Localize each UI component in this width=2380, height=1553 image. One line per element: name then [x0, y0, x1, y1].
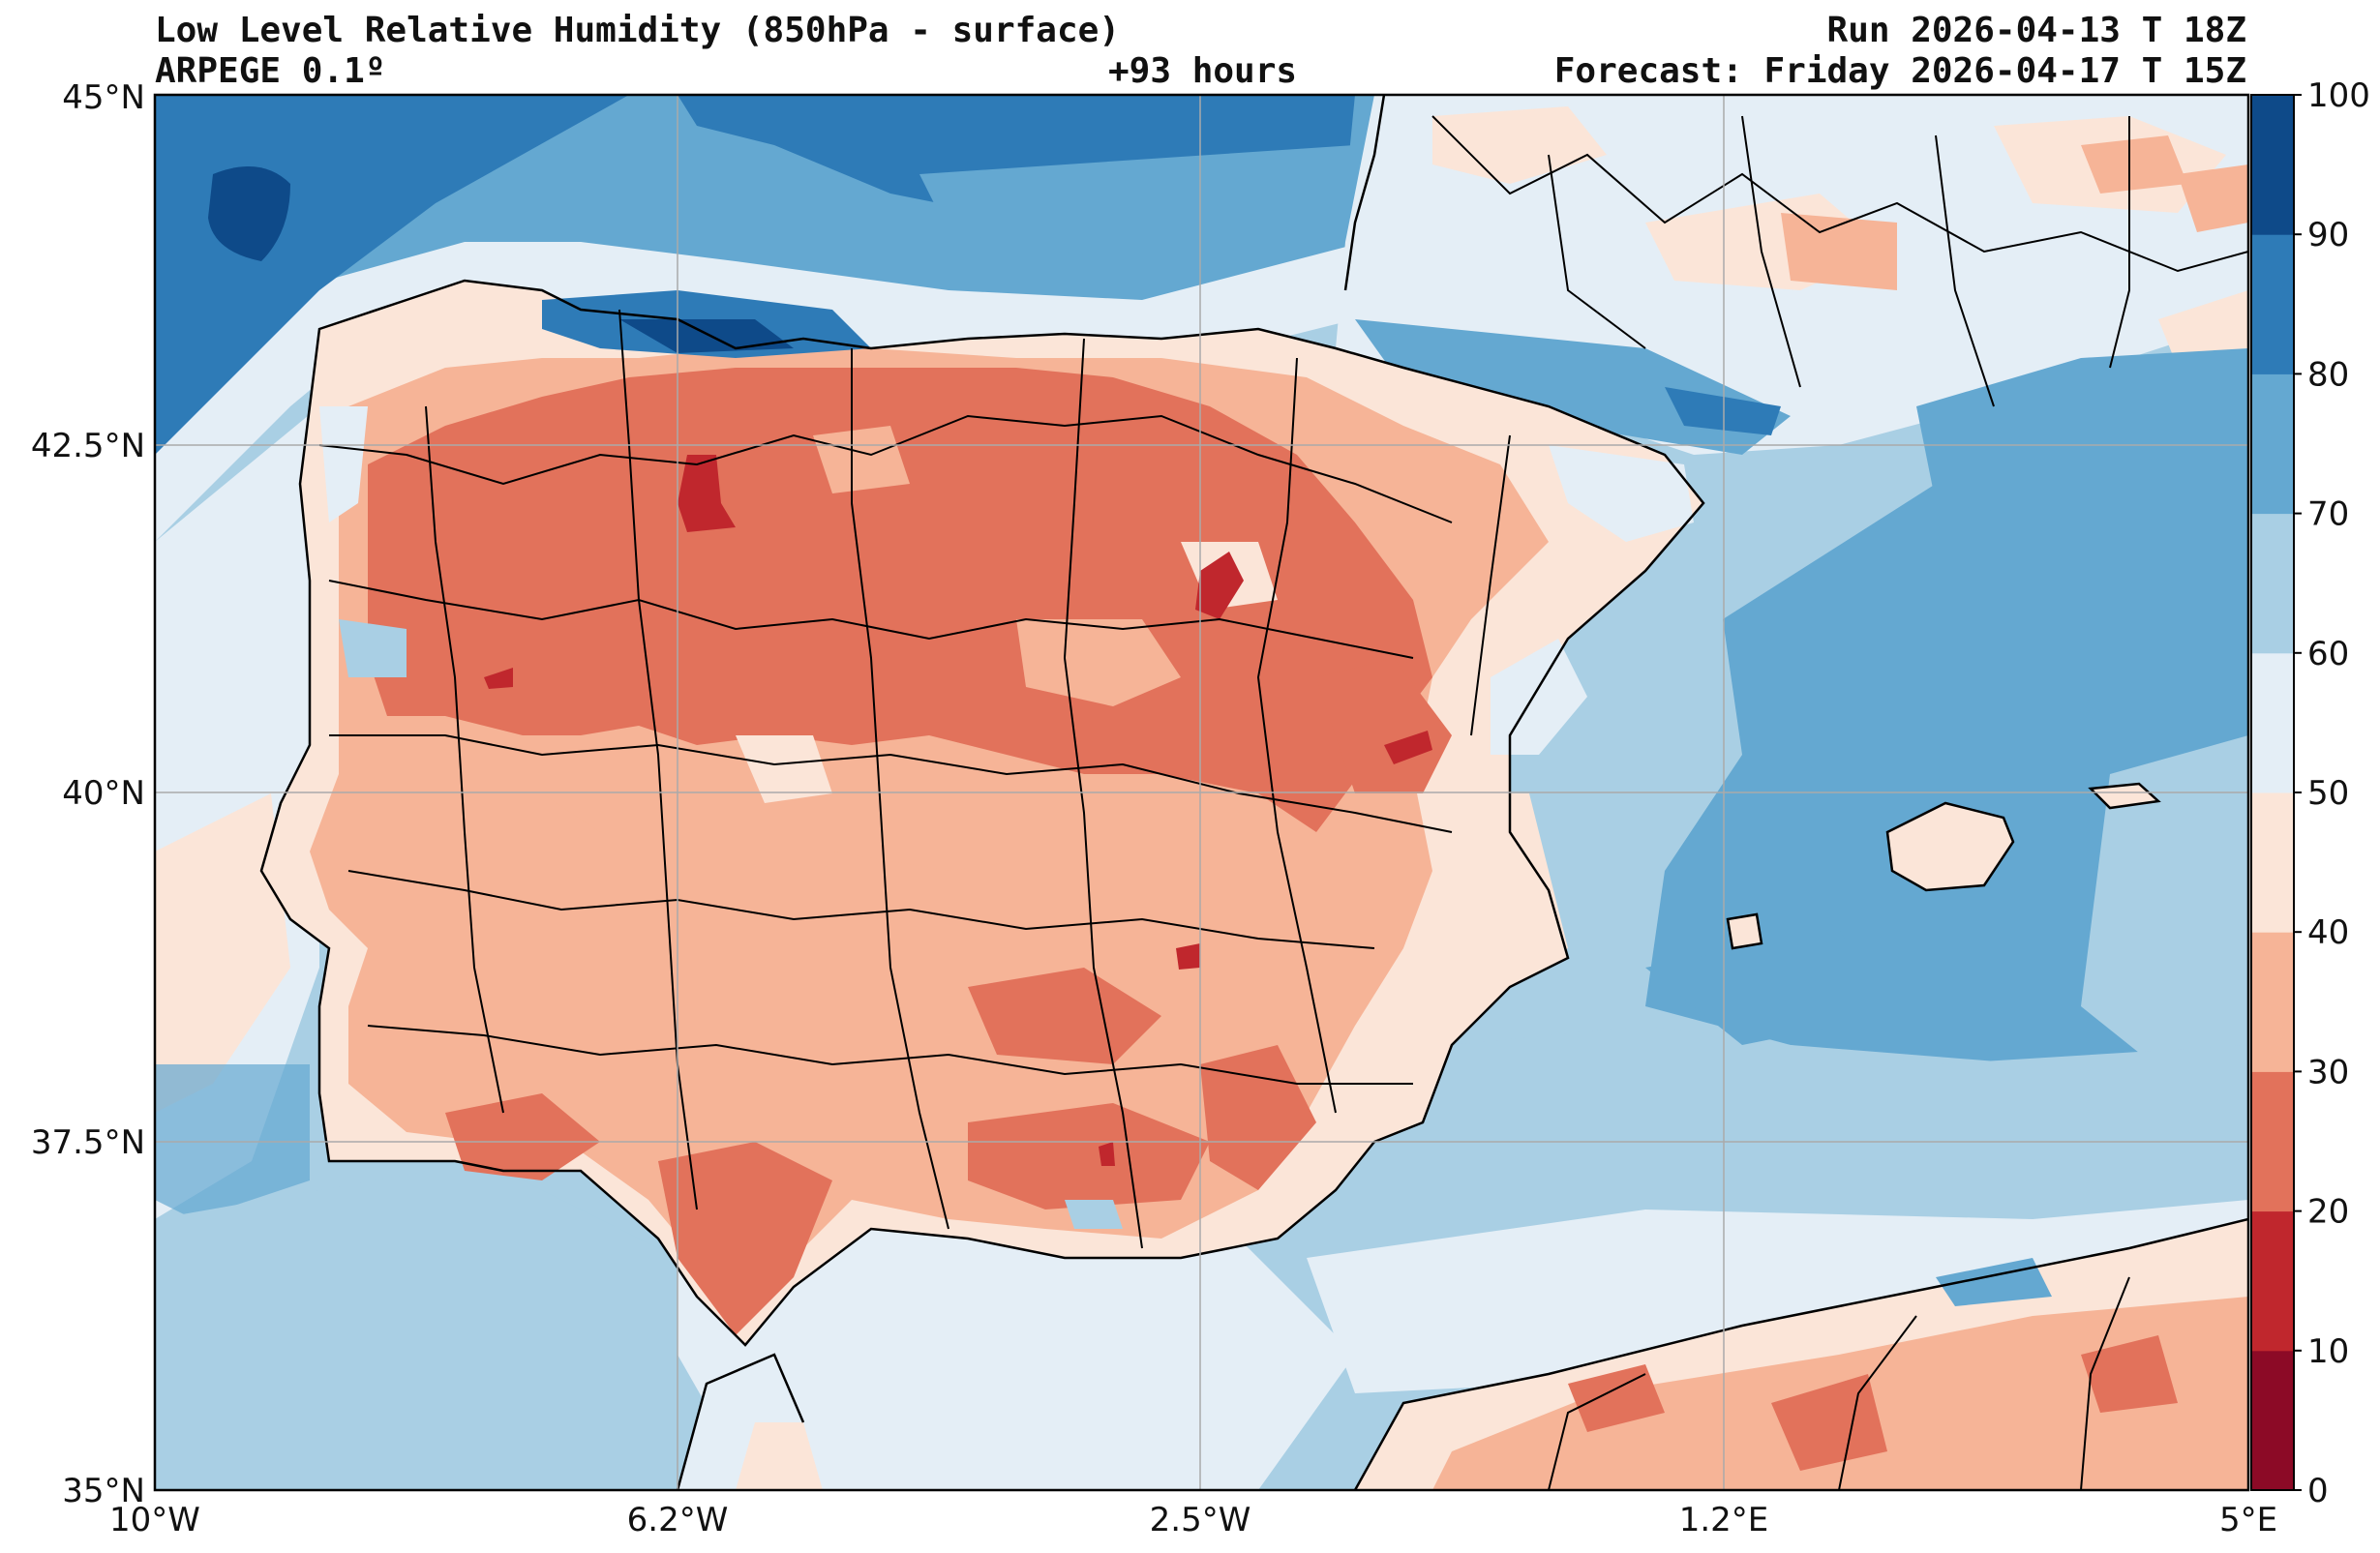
iberia-humid-coast-2 — [619, 319, 794, 353]
humid-band-70-bay — [919, 145, 1355, 271]
france-dry-6 — [2158, 290, 2248, 368]
lon-tick-label: 2.5°W — [1150, 1501, 1251, 1539]
colorbar-tick-label: 60 — [2307, 635, 2349, 673]
colorbar-segment — [2251, 1210, 2294, 1352]
iberia-dry-10-4 — [1176, 943, 1200, 970]
map-frame — [153, 93, 2250, 1492]
iberia-west-50b — [339, 619, 407, 677]
iberia-pale-patch-2 — [794, 755, 1123, 871]
lon-tick-label: 1.2°E — [1679, 1501, 1769, 1539]
france-dry-1 — [1432, 106, 1607, 184]
morocco-dry — [736, 1422, 823, 1490]
lon-tick-labels: 10°W 6.2°W 2.5°W 1.2°E 5°E — [109, 1501, 2277, 1539]
iberia-sw-30 — [445, 1093, 600, 1180]
iberia-south-30 — [658, 1142, 832, 1335]
n-africa-drier-3 — [2081, 1335, 2178, 1413]
n-africa-drier-1 — [1568, 1364, 1665, 1432]
iberia-dry-10-3 — [1384, 731, 1432, 764]
atl-west-pale — [155, 793, 290, 1113]
med-east-70 — [1916, 348, 2248, 523]
chart-title: Low Level Relative Humidity (850hPa - su… — [155, 11, 1120, 50]
france-dry-3 — [1781, 213, 1897, 290]
iberia-pale-patch-3 — [1016, 619, 1181, 706]
colorbar-tick-label: 50 — [2307, 774, 2349, 813]
colorbar-tick-label: 100 — [2307, 76, 2370, 115]
coastlines-borders — [259, 95, 2248, 1490]
colorbar-segment — [2251, 234, 2294, 374]
iberia-se-coast-60 — [1065, 1200, 1123, 1229]
lat-tick-label: 40°N — [62, 774, 145, 813]
iberia-dry-20-north — [368, 368, 1432, 832]
humid-band-90 — [208, 166, 290, 261]
lat-tick-label: 42.5°N — [31, 427, 145, 465]
colorbar-segment — [2251, 932, 2294, 1072]
france-dry-5 — [2081, 135, 2187, 194]
colorbar-segment — [2251, 1350, 2294, 1491]
med-70-patch — [1645, 929, 1887, 1045]
alboran-50 — [678, 1210, 1355, 1490]
lon-tick-label: 5°E — [2219, 1501, 2277, 1539]
iberia-pale-patch-5 — [736, 735, 832, 803]
iberia-dry-10-2 — [1195, 552, 1244, 619]
colorbar-tick-label: 30 — [2307, 1053, 2349, 1091]
mallorca — [1887, 803, 2013, 890]
iberia-ne-humid — [1549, 445, 1694, 542]
lead-time-label: +93 hours — [1108, 51, 1298, 91]
gridlines — [155, 95, 2248, 1490]
menorca — [2091, 784, 2158, 808]
colorbar: 0 10 20 30 40 50 60 70 80 90 100 — [2250, 76, 2370, 1510]
iberia-south-30b — [968, 1103, 1210, 1210]
colorbar-segment — [2251, 95, 2294, 235]
france-dry-7 — [2178, 164, 2248, 232]
colorbar-segment — [2251, 513, 2294, 654]
lon-tick-label: 10°W — [109, 1501, 200, 1539]
lat-tick-label: 37.5°N — [31, 1123, 145, 1162]
colorbar-segment — [2251, 1071, 2294, 1212]
run-label: Run 2026-04-13 T 18Z — [1826, 11, 2246, 50]
pyrenees-humid-2 — [1665, 387, 1781, 435]
model-label: ARPEGE 0.1º — [155, 51, 386, 91]
colorbar-tick-label: 0 — [2307, 1472, 2329, 1510]
colorbar-tick-label: 70 — [2307, 495, 2349, 534]
lat-tick-labels: 45°N 42.5°N 40°N 37.5°N 35°N — [31, 78, 145, 1510]
lon-tick-label: 6.2°W — [627, 1501, 729, 1539]
iberia-dry-10-6 — [1099, 1142, 1115, 1166]
lat-tick-label: 45°N — [62, 78, 145, 117]
colorbar-tick-label: 10 — [2307, 1332, 2349, 1371]
iberia-mid-30 — [968, 968, 1161, 1064]
colorbar-segment — [2251, 373, 2294, 515]
iberia-west-coast-50 — [319, 406, 368, 523]
colorbar-tick-label: 80 — [2307, 355, 2349, 394]
forecast-label: Forecast: Friday 2026-04-17 T 15Z — [1553, 51, 2246, 91]
iberia-pale-patch-1 — [542, 735, 736, 832]
iberia-east-coast-pale — [1432, 793, 1568, 987]
lat-tick-label: 35°N — [62, 1472, 145, 1510]
colorbar-tick-label: 40 — [2307, 913, 2349, 952]
iberia-dry-10-5 — [484, 668, 513, 689]
colorbar-segment — [2251, 792, 2294, 933]
iberia-pale-patch-6 — [813, 426, 910, 493]
colorbar-tick-label: 20 — [2307, 1193, 2349, 1232]
colorbar-tick-label: 90 — [2307, 216, 2349, 254]
iberia-dry-10-1 — [678, 455, 736, 532]
iberia-east-30 — [1316, 658, 1452, 793]
colorbar-segment — [2251, 652, 2294, 793]
ibiza — [1728, 914, 1762, 948]
atl-sw-60 — [155, 1161, 736, 1490]
balearic-sea-60 — [2081, 735, 2248, 1084]
